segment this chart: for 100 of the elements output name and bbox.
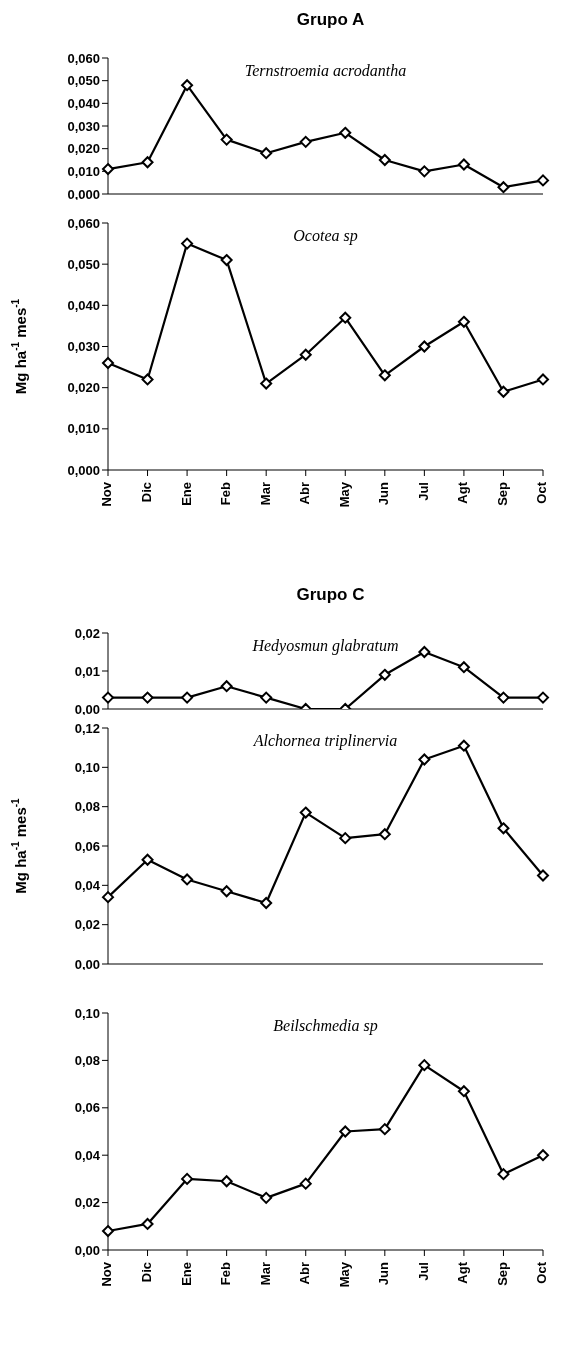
y-tick-label: 0,040 bbox=[67, 95, 100, 111]
y-tick-label: 0,000 bbox=[67, 462, 100, 478]
x-tick-label: Agt bbox=[455, 481, 471, 504]
point bbox=[141, 156, 154, 169]
y-tick-label: 0,12 bbox=[74, 720, 100, 736]
y-tick-label: 0,060 bbox=[67, 50, 100, 66]
point bbox=[339, 311, 352, 324]
y-tick-label: 0,08 bbox=[74, 799, 100, 815]
point bbox=[141, 373, 154, 386]
point bbox=[299, 806, 312, 819]
point bbox=[537, 1149, 549, 1162]
point bbox=[457, 661, 470, 674]
point bbox=[181, 873, 194, 886]
annotation: Hedyosmun glabratum bbox=[251, 637, 400, 655]
x-tick-label: Dic bbox=[138, 1262, 154, 1283]
point bbox=[378, 828, 391, 841]
y-tick-label: 0,00 bbox=[74, 956, 100, 972]
y-tick-label: 0,02 bbox=[74, 625, 100, 641]
point bbox=[299, 348, 312, 361]
y-tick-label: 0,00 bbox=[74, 1242, 100, 1258]
x-tick-label: Dic bbox=[138, 482, 154, 503]
point bbox=[378, 154, 391, 166]
point bbox=[537, 691, 549, 704]
x-tick-label: Mar bbox=[257, 1262, 273, 1286]
y-tick-label: 0,00 bbox=[74, 701, 100, 717]
x-tick-label: Jul bbox=[415, 482, 431, 501]
x-tick-label: May bbox=[336, 1261, 352, 1288]
point bbox=[220, 1175, 233, 1188]
point bbox=[141, 691, 154, 704]
point bbox=[181, 691, 194, 704]
point bbox=[497, 691, 510, 704]
point bbox=[220, 885, 233, 898]
point bbox=[220, 254, 233, 267]
point bbox=[220, 680, 233, 693]
x-tick-label: Oct bbox=[534, 481, 550, 504]
chart-title: Grupo C bbox=[295, 585, 366, 606]
x-tick-label: Feb bbox=[218, 481, 234, 506]
point bbox=[260, 147, 273, 160]
y-tick-label: 0,050 bbox=[67, 73, 100, 89]
point bbox=[260, 1191, 273, 1204]
y-tick-label: 0,060 bbox=[67, 215, 100, 231]
point bbox=[537, 373, 549, 386]
point bbox=[418, 753, 431, 766]
annotation: Beilschmedia sp bbox=[272, 1017, 379, 1035]
x-tick-label: Ene bbox=[178, 482, 194, 506]
point bbox=[102, 356, 114, 369]
point bbox=[418, 165, 431, 178]
chart-title: Grupo A bbox=[295, 10, 366, 31]
y-tick-label: 0,030 bbox=[67, 339, 100, 355]
point bbox=[339, 126, 352, 139]
y-tick-label: 0,06 bbox=[74, 1100, 100, 1116]
point bbox=[299, 1177, 312, 1190]
point bbox=[497, 1168, 510, 1181]
point bbox=[378, 1123, 391, 1136]
point bbox=[457, 158, 470, 171]
point bbox=[418, 1059, 431, 1072]
x-tick-label: Feb bbox=[218, 1261, 234, 1286]
x-tick-label: Sep bbox=[494, 1261, 510, 1286]
point bbox=[537, 174, 549, 187]
y-tick-label: 0,08 bbox=[74, 1053, 100, 1069]
annotation: Alchornea triplinervia bbox=[252, 732, 399, 750]
point bbox=[537, 869, 549, 882]
point bbox=[260, 691, 273, 704]
point bbox=[102, 891, 114, 904]
point bbox=[181, 237, 194, 250]
point bbox=[339, 832, 352, 845]
y-tick-label: 0,02 bbox=[74, 1195, 100, 1211]
point bbox=[220, 133, 233, 146]
point bbox=[418, 646, 431, 658]
y-tick-label: 0,06 bbox=[74, 838, 100, 854]
x-tick-label: Ene bbox=[178, 1262, 194, 1286]
y-tick-label: 0,040 bbox=[67, 297, 100, 313]
point bbox=[102, 163, 114, 176]
y-tick-label: 0,04 bbox=[74, 1147, 101, 1163]
y-tick-label: 0,030 bbox=[67, 118, 100, 134]
y-tick-label: 0,020 bbox=[67, 380, 100, 396]
annotation: Ternstroemia acrodantha bbox=[243, 62, 408, 80]
point bbox=[457, 739, 470, 752]
point bbox=[497, 181, 510, 194]
y-tick-label: 0,04 bbox=[74, 877, 101, 893]
y-tick-label: 0,01 bbox=[74, 663, 100, 679]
x-tick-label: Nov bbox=[99, 1261, 115, 1287]
point bbox=[497, 822, 510, 835]
point bbox=[299, 135, 312, 148]
point bbox=[102, 1225, 114, 1238]
point bbox=[102, 691, 114, 704]
point bbox=[457, 1085, 470, 1098]
y-tick-label: 0,02 bbox=[74, 917, 100, 933]
y-tick-label: 0,000 bbox=[67, 186, 100, 202]
point bbox=[181, 1172, 194, 1185]
point bbox=[497, 385, 510, 398]
point bbox=[457, 315, 470, 328]
x-tick-label: Abr bbox=[297, 1262, 313, 1285]
x-tick-label: Sep bbox=[494, 481, 510, 506]
x-tick-label: Jul bbox=[415, 1262, 431, 1281]
x-tick-label: Oct bbox=[534, 1261, 550, 1284]
point bbox=[418, 340, 431, 353]
point bbox=[141, 853, 154, 866]
x-tick-label: Agt bbox=[455, 1261, 471, 1284]
x-tick-label: Mar bbox=[257, 482, 273, 506]
